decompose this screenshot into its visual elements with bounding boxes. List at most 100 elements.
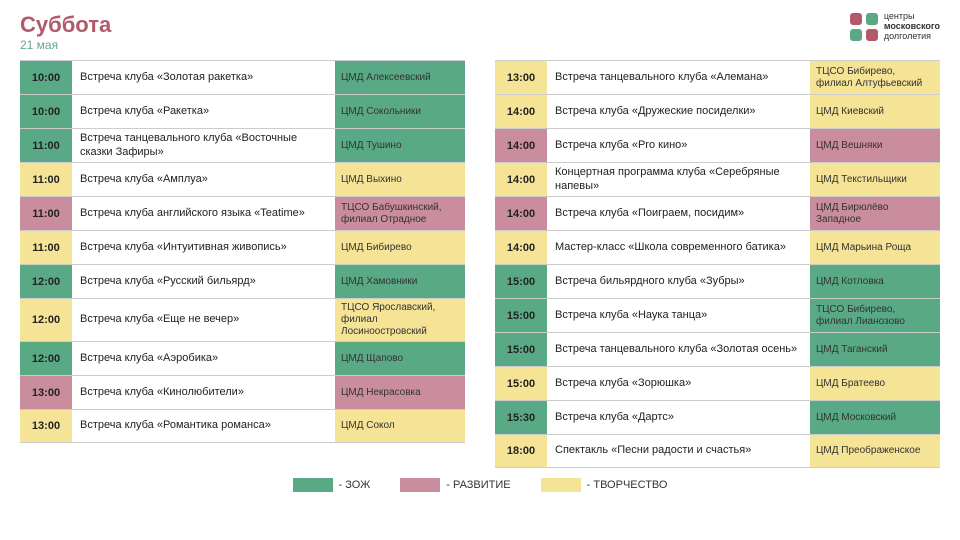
event-cell: Встреча бильярдного клуба «Зубры» [547,265,810,298]
event-cell: Встреча клуба «Ракетка» [72,95,335,128]
location-cell: ЦМД Бирюлёво Западное [810,197,940,230]
location-cell: ЦМД Марьина Роща [810,231,940,264]
time-cell: 12:00 [20,265,72,298]
time-cell: 14:00 [495,95,547,128]
schedule-row: 13:00Встреча танцевального клуба «Алеман… [495,60,940,94]
time-cell: 15:30 [495,401,547,434]
schedule-row: 12:00Встреча клуба «Еще не вечер»ТЦСО Яр… [20,298,465,341]
schedule-columns: 10:00Встреча клуба «Золотая ракетка»ЦМД … [20,60,940,468]
event-cell: Встреча клуба «Наука танца» [547,299,810,332]
event-cell: Встреча клуба «Еще не вечер» [72,299,335,341]
time-cell: 15:00 [495,299,547,332]
time-cell: 14:00 [495,129,547,162]
day-title: Суббота [20,12,111,38]
event-cell: Встреча танцевального клуба «Золотая осе… [547,333,810,366]
schedule-row: 11:00Встреча клуба английского языка «Te… [20,196,465,230]
schedule-row: 18:00Спектакль «Песни радости и счастья»… [495,434,940,468]
time-cell: 11:00 [20,163,72,196]
time-cell: 13:00 [495,61,547,94]
location-cell: ЦМД Сокольники [335,95,465,128]
location-cell: ТЦСО Бибирево, филиал Алтуфьевский [810,61,940,94]
location-cell: ЦМД Алексеевский [335,61,465,94]
schedule-row: 14:00Встреча клуба «Дружеские посиделки»… [495,94,940,128]
event-cell: Концертная программа клуба «Серебряные н… [547,163,810,196]
time-cell: 14:00 [495,197,547,230]
title-block: Суббота 21 мая [20,12,111,52]
schedule-row: 10:00Встреча клуба «Золотая ракетка»ЦМД … [20,60,465,94]
schedule-row: 11:00Встреча клуба «Амплуа»ЦМД Выхино [20,162,465,196]
location-cell: ЦМД Бибирево [335,231,465,264]
time-cell: 12:00 [20,342,72,375]
event-cell: Мастер-класс «Школа современного батика» [547,231,810,264]
event-cell: Встреча клуба «Амплуа» [72,163,335,196]
event-cell: Встреча клуба «Кинолюбители» [72,376,335,409]
location-cell: ЦМД Братеево [810,367,940,400]
logo-mark [850,13,878,41]
location-cell: ЦМД Хамовники [335,265,465,298]
location-cell: ЦМД Сокол [335,410,465,442]
location-cell: ТЦСО Бабушкинский, филиал Отрадное [335,197,465,230]
schedule-row: 14:00Концертная программа клуба «Серебря… [495,162,940,196]
date-subtitle: 21 мая [20,38,111,52]
legend-swatch [541,478,581,492]
event-cell: Встреча клуба «Поиграем, посидим» [547,197,810,230]
schedule-row: 15:00Встреча бильярдного клуба «Зубры»ЦМ… [495,264,940,298]
location-cell: ЦМД Московский [810,401,940,434]
time-cell: 10:00 [20,61,72,94]
header: Суббота 21 мая центры московского долгол… [20,12,940,52]
legend-item: - ТВОРЧЕСТВО [541,478,668,492]
schedule-row: 12:00Встреча клуба «Аэробика»ЦМД Щапово [20,341,465,375]
schedule-row: 14:00Встреча клуба «Поиграем, посидим»ЦМ… [495,196,940,230]
schedule-row: 13:00Встреча клуба «Романтика романса»ЦМ… [20,409,465,443]
location-cell: ТЦСО Ярославский, филиал Лосиноостровски… [335,299,465,341]
schedule-row: 15:30Встреча клуба «Дартс»ЦМД Московский [495,400,940,434]
location-cell: ЦМД Вешняки [810,129,940,162]
event-cell: Встреча клуба «Дружеские посиделки» [547,95,810,128]
schedule-row: 13:00Встреча клуба «Кинолюбители»ЦМД Нек… [20,375,465,409]
event-cell: Встреча клуба «Аэробика» [72,342,335,375]
schedule-row: 15:00Встреча танцевального клуба «Золота… [495,332,940,366]
event-cell: Спектакль «Песни радости и счастья» [547,435,810,467]
event-cell: Встреча клуба «Pro кино» [547,129,810,162]
schedule-row: 15:00Встреча клуба «Зорюшка»ЦМД Братеево [495,366,940,400]
schedule-row: 12:00Встреча клуба «Русский бильярд»ЦМД … [20,264,465,298]
time-cell: 14:00 [495,163,547,196]
location-cell: ЦМД Выхино [335,163,465,196]
logo-text: центры московского долголетия [884,12,940,42]
schedule-row: 15:00Встреча клуба «Наука танца»ТЦСО Биб… [495,298,940,332]
location-cell: ЦМД Щапово [335,342,465,375]
event-cell: Встреча клуба «Дартс» [547,401,810,434]
event-cell: Встреча танцевального клуба «Восточные с… [72,129,335,162]
time-cell: 11:00 [20,231,72,264]
schedule-column-left: 10:00Встреча клуба «Золотая ракетка»ЦМД … [20,60,465,468]
legend-label: - РАЗВИТИЕ [446,479,510,491]
location-cell: ЦМД Киевский [810,95,940,128]
time-cell: 15:00 [495,265,547,298]
location-cell: ЦМД Некрасовка [335,376,465,409]
legend-item: - ЗОЖ [293,478,371,492]
event-cell: Встреча клуба «Русский бильярд» [72,265,335,298]
schedule-row: 11:00Встреча танцевального клуба «Восточ… [20,128,465,162]
schedule-column-right: 13:00Встреча танцевального клуба «Алеман… [495,60,940,468]
event-cell: Встреча клуба «Романтика романса» [72,410,335,442]
legend-item: - РАЗВИТИЕ [400,478,510,492]
schedule-row: 11:00Встреча клуба «Интуитивная живопись… [20,230,465,264]
logo: центры московского долголетия [850,12,940,42]
event-cell: Встреча клуба «Интуитивная живопись» [72,231,335,264]
location-cell: ЦМД Таганский [810,333,940,366]
event-cell: Встреча клуба английского языка «Teatime… [72,197,335,230]
location-cell: ЦМД Тушино [335,129,465,162]
time-cell: 10:00 [20,95,72,128]
time-cell: 13:00 [20,410,72,442]
time-cell: 14:00 [495,231,547,264]
time-cell: 11:00 [20,129,72,162]
legend: - ЗОЖ - РАЗВИТИЕ - ТВОРЧЕСТВО [20,478,940,492]
location-cell: ЦМД Преображенское [810,435,940,467]
time-cell: 15:00 [495,367,547,400]
event-cell: Встреча клуба «Зорюшка» [547,367,810,400]
legend-swatch [293,478,333,492]
schedule-row: 10:00Встреча клуба «Ракетка»ЦМД Сокольни… [20,94,465,128]
time-cell: 12:00 [20,299,72,341]
event-cell: Встреча танцевального клуба «Алемана» [547,61,810,94]
location-cell: ЦМД Котловка [810,265,940,298]
